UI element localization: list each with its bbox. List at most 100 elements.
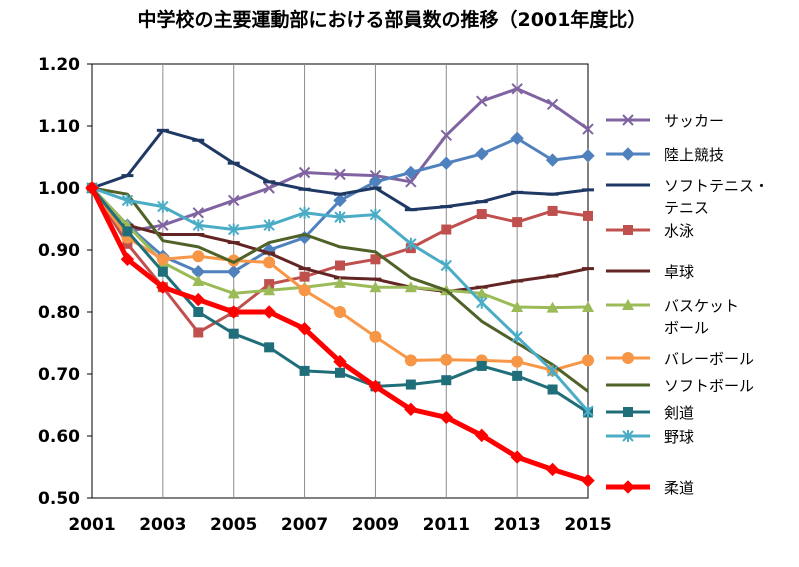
x-tick-label: 2015 [564,515,611,535]
legend-label: ボール [664,319,709,337]
y-tick-label: 1.00 [38,179,80,199]
data-point [334,211,346,224]
data-point [512,217,523,228]
data-point [582,354,594,367]
data-point [440,129,452,142]
data-point [476,360,487,371]
data-point [439,156,453,170]
data-point [263,219,275,232]
data-point [121,194,134,207]
data-point [298,284,311,297]
data-point [157,266,168,277]
data-point [440,353,453,366]
data-point [623,225,633,235]
data-point [405,176,417,188]
data-point [228,223,240,236]
data-point [369,208,382,221]
data-point [228,194,240,207]
data-point [404,402,418,417]
data-point [333,354,347,369]
data-point [334,168,346,181]
y-tick-label: 0.70 [38,365,80,385]
x-tick-label: 2007 [281,515,328,535]
data-point [511,83,523,95]
legend-label: 柔道 [664,479,694,497]
data-point [622,114,634,126]
legend-item: 水泳 [606,222,694,240]
data-point [475,287,488,299]
legend-label: 水泳 [664,222,694,240]
data-point [622,352,634,364]
data-point [122,226,133,237]
data-point [85,181,99,195]
data-point [297,322,312,336]
data-point [299,365,310,376]
data-point [583,210,593,221]
data-point [404,281,417,293]
x-tick-label: 2005 [210,515,257,535]
y-tick-label: 1.20 [38,55,80,75]
x-axis-ticks: 2001 2003 2005 2007 2009 2011 2013 2015 [68,515,611,535]
x-tick-label: 2001 [68,515,115,535]
legend-item: バレーボール [606,350,754,368]
legend-label: 卓球 [664,263,694,281]
data-point [512,370,523,381]
data-point [546,98,559,111]
data-point [227,254,240,267]
data-point [192,219,204,232]
data-point [334,306,346,318]
data-point [621,480,635,494]
data-point [227,305,241,319]
data-point [370,254,381,265]
data-point [510,450,524,464]
data-point [334,276,346,288]
data-point [192,250,205,263]
data-point [298,206,311,219]
data-point [404,165,418,180]
data-point [299,271,310,282]
legend-item: 柔道 [606,479,694,497]
y-tick-label: 0.60 [38,427,80,447]
data-point [441,375,452,386]
data-point [192,275,205,286]
legend-label: サッカー [664,112,724,130]
legend-label: 剣道 [664,404,694,422]
data-point [157,219,169,231]
data-point [156,280,170,294]
data-point [120,252,135,267]
data-point [228,328,239,339]
legend-label: 野球 [664,428,694,446]
data-point [441,224,452,235]
data-point [263,256,276,269]
data-point [156,253,169,266]
data-point [623,407,633,417]
data-point [298,166,311,179]
data-point [157,200,169,213]
series-group [85,83,595,488]
legend-item: 陸上競技 [606,146,724,164]
x-tick-label: 2009 [352,515,399,535]
data-point [545,462,560,477]
data-point [476,296,488,309]
legend-label: バスケット [664,297,739,315]
data-point [333,193,347,208]
y-tick-label: 0.90 [38,241,80,261]
data-point [405,237,417,250]
data-point [545,153,560,167]
y-axis-ticks: 1.20 1.10 1.00 0.90 0.80 0.70 0.60 0.50 [38,55,92,509]
series-9 [86,182,594,418]
data-point [581,473,595,488]
series-2 [86,128,594,212]
data-point [439,410,453,425]
data-point [369,281,382,293]
data-point [475,428,489,443]
data-point [263,182,275,194]
data-point [122,238,133,249]
data-point [581,149,595,163]
data-point [192,207,204,219]
data-point [405,379,416,390]
data-point [547,384,558,395]
legend-label: テニス [664,199,709,217]
data-point [404,354,417,367]
y-tick-label: 1.10 [38,117,80,137]
